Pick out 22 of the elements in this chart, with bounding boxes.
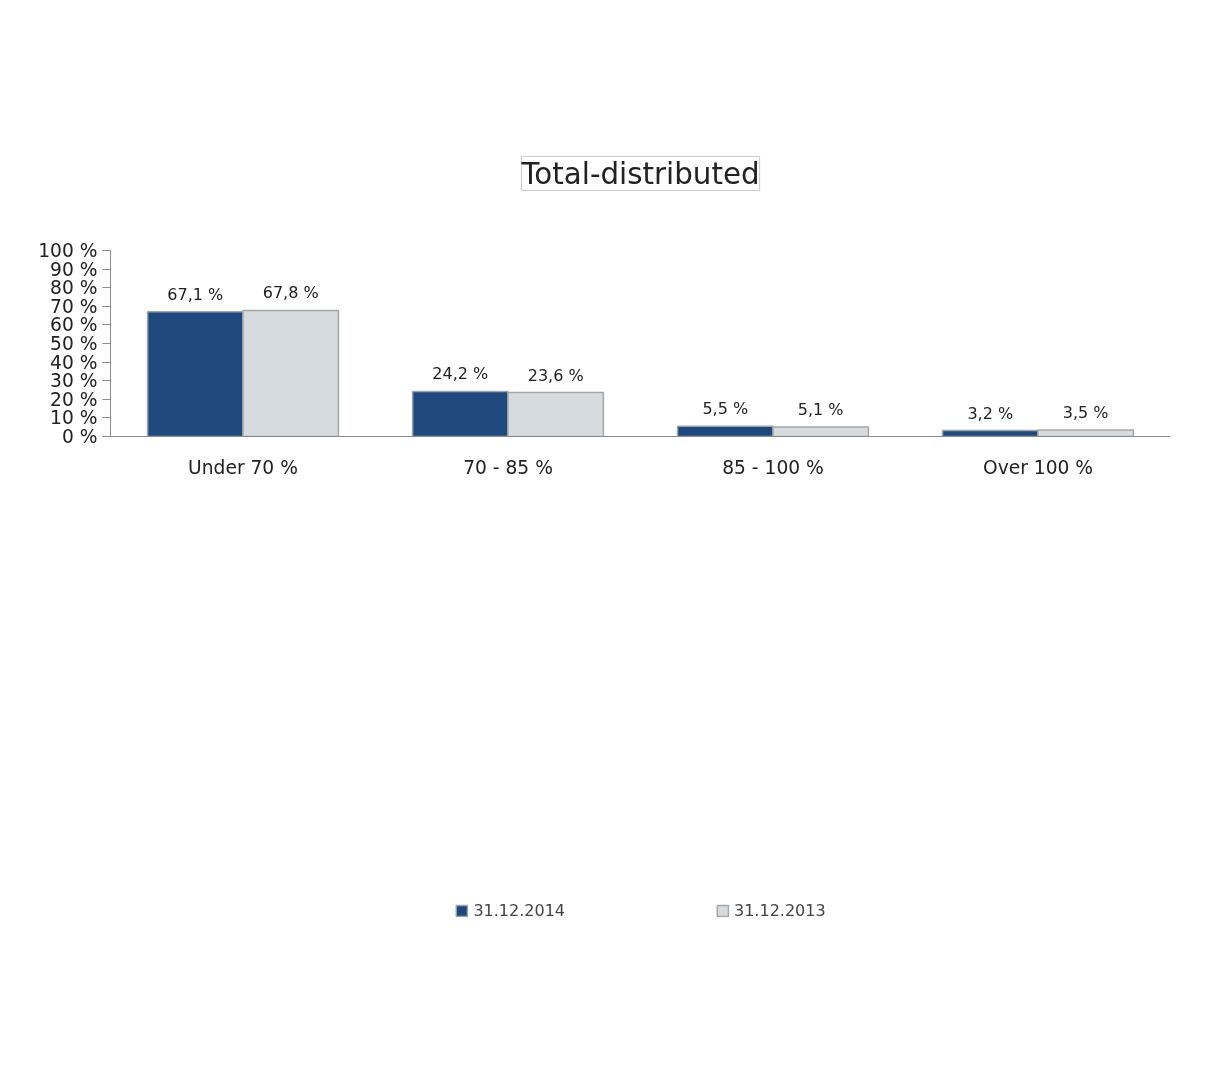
x-tick-label: 70 - 85 % xyxy=(463,456,553,478)
data-label: 67,1 % xyxy=(167,284,224,304)
y-tick-label: 10 % xyxy=(50,407,98,429)
y-tick-label: 100 % xyxy=(38,240,98,261)
data-label: 67,8 % xyxy=(262,283,319,303)
x-tick-label: Under 70 % xyxy=(188,456,298,478)
x-tick-label: Over 100 % xyxy=(982,456,1094,478)
x-tick-label: 85 - 100 % xyxy=(722,456,824,478)
legend-label: 31.12.2013 xyxy=(734,900,826,920)
data-label: 3,5 % xyxy=(1062,402,1109,422)
y-tick-label: 60 % xyxy=(50,314,98,336)
data-label: 23,6 % xyxy=(527,365,584,385)
y-tick-label: 40 % xyxy=(50,351,98,373)
y-tick-label: 90 % xyxy=(50,258,98,280)
legend-label: 31.12.2014 xyxy=(473,900,565,920)
y-tick-label: 0 % xyxy=(61,426,98,447)
data-label: 3,2 % xyxy=(967,403,1014,423)
data-label: 24,2 % xyxy=(432,364,489,384)
data-label: 5,1 % xyxy=(797,400,844,420)
y-tick-label: 50 % xyxy=(50,333,98,354)
data-label: 5,5 % xyxy=(702,399,749,419)
chart-title: Total-distributed xyxy=(520,156,760,191)
